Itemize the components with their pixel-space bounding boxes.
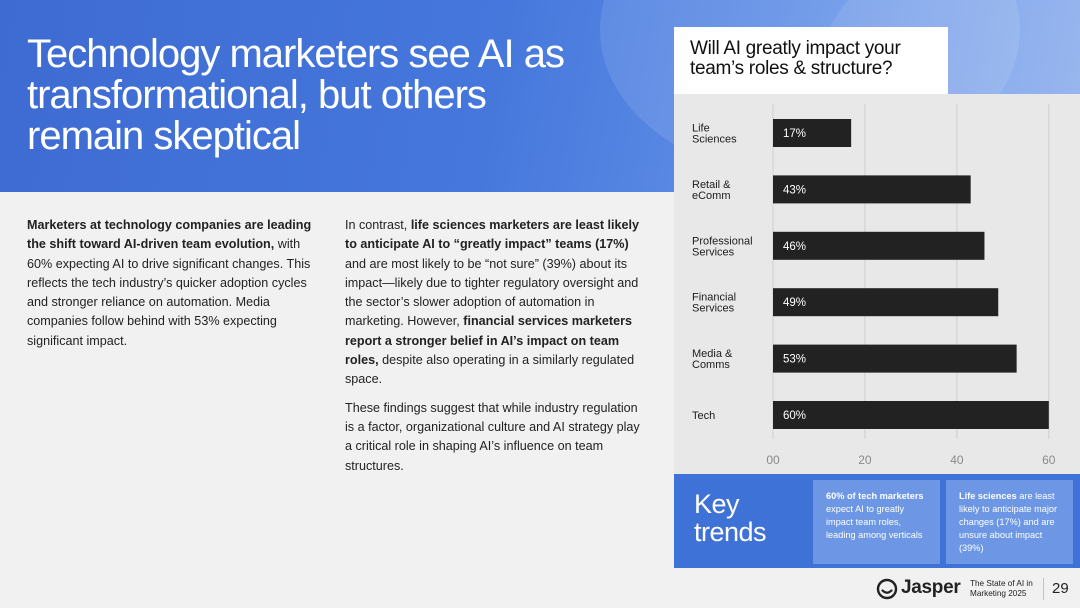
bar-value-label: 60% <box>783 410 806 422</box>
category-label: Retail & <box>692 179 731 191</box>
trend-bold: 60% of tech marketers <box>826 491 924 501</box>
category-label: eComm <box>692 190 731 202</box>
bar-value-label: 53% <box>783 354 806 366</box>
paragraph-text: with 60% expecting AI to drive significa… <box>27 237 311 348</box>
subtitle-line: The State of AI in <box>970 579 1033 588</box>
category-label: Financial <box>692 292 736 304</box>
x-tick-label: 20 <box>858 453 872 467</box>
category-label: Professional <box>692 235 753 247</box>
x-tick-label: 00 <box>766 453 780 467</box>
category-label: Comms <box>692 359 730 371</box>
bar <box>773 231 985 260</box>
paragraph: Marketers at technology companies are le… <box>27 216 319 351</box>
footer-divider <box>1043 578 1044 600</box>
bar-value-label: 46% <box>783 241 806 253</box>
bar-value-label: 49% <box>783 297 806 309</box>
category-label: Tech <box>692 410 715 422</box>
body-column-right: In contrast, life sciences marketers are… <box>345 216 643 476</box>
x-tick-label: 60 <box>1042 453 1056 467</box>
bar <box>773 344 1017 373</box>
paragraph-text: despite also operating in a similarly re… <box>345 353 635 387</box>
bold-text: life sciences marketers are least likely… <box>345 218 640 252</box>
chart-question-card: Will AI greatly impact your team’s roles… <box>674 27 948 94</box>
trend-text: expect AI to greatly impact team roles, … <box>826 504 923 540</box>
bar-value-label: 43% <box>783 184 806 196</box>
trend-card-tech: 60% of tech marketers expect AI to great… <box>813 480 940 564</box>
trend-card-life-sciences: Life sciences are least likely to antici… <box>946 480 1073 564</box>
paragraph-text: and are most likely to be “not sure” (39… <box>345 256 639 329</box>
bar <box>773 175 971 204</box>
category-label: Services <box>692 246 735 258</box>
category-label: Sciences <box>692 134 737 146</box>
trends-title-line: Key <box>694 489 740 519</box>
chart-title-line: team’s roles & structure? <box>690 58 893 79</box>
chart-panel: 00 20 40 60 17% Life Sciences 43% Retail & eComm 4… <box>674 94 1080 474</box>
category-label: Life <box>692 123 710 135</box>
chart-title-line: Will AI greatly impact your <box>690 38 901 59</box>
key-trends-panel: Key trends 60% of tech marketers expect … <box>674 474 1080 568</box>
bar-value-label: 17% <box>783 128 806 140</box>
category-label: Media & <box>692 348 733 360</box>
subtitle-line: Marketing 2025 <box>970 588 1027 598</box>
report-subtitle: The State of AI in Marketing 2025 <box>970 579 1040 598</box>
key-trends-title: Key trends <box>694 489 767 547</box>
trends-title-line: trends <box>694 517 767 547</box>
page-number: 29 <box>1052 580 1069 597</box>
bold-text: financial services marketers report a st… <box>345 314 633 368</box>
trend-bold: Life sciences <box>959 491 1017 501</box>
bold-lead: Marketers at technology companies are le… <box>27 218 312 252</box>
paragraph: These findings suggest that while indust… <box>345 400 640 473</box>
page-title: Technology marketers see AI as transform… <box>27 32 565 158</box>
paragraph: In contrast, life sciences marketers are… <box>345 216 643 390</box>
trend-text: are least likely to anticipate major cha… <box>959 491 1058 553</box>
bar <box>773 401 1049 429</box>
x-tick-label: 40 <box>950 453 964 467</box>
bar <box>773 119 852 147</box>
bar <box>773 288 999 317</box>
jasper-logo-icon <box>876 578 898 600</box>
paragraph-text: In contrast, <box>345 218 411 232</box>
body-column-left: Marketers at technology companies are le… <box>27 216 319 351</box>
brand-name: Jasper <box>901 577 961 598</box>
category-label: Services <box>692 303 735 315</box>
